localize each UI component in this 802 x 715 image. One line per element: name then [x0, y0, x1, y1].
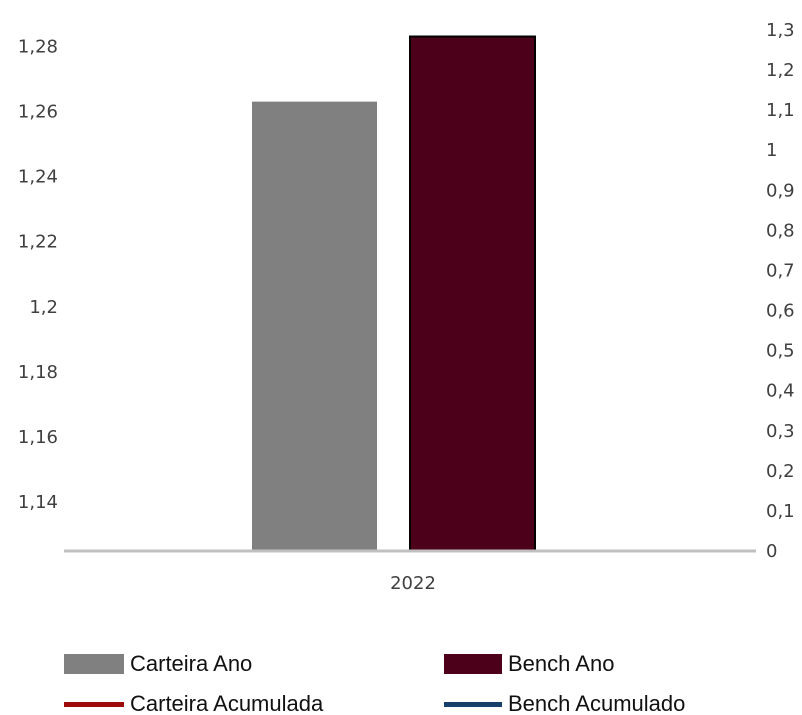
right-y-tick-label: 0,9 [766, 180, 795, 201]
right-y-tick-label: 0,7 [766, 260, 795, 281]
bars-group [252, 35, 536, 552]
left-y-tick-label: 1,16 [18, 427, 58, 448]
left-y-axis: 1,14 1,16 1,18 1,2 1,22 1,24 1,26 1,28 [18, 36, 58, 513]
right-y-tick-label: 1,1 [766, 100, 795, 121]
right-y-tick-label: 1,2 [766, 60, 795, 81]
left-y-tick-label: 1,26 [18, 101, 58, 122]
left-y-tick-label: 1,24 [18, 167, 58, 188]
bar-carteira-ano [252, 101, 377, 551]
right-y-axis: 0 0,1 0,2 0,3 0,4 0,5 0,6 0,7 0,8 0,9 1 1,1 1,2 1,3 [766, 20, 795, 562]
right-y-tick-label: 0,4 [766, 381, 795, 402]
right-y-tick-label: 0,5 [766, 341, 795, 362]
right-y-tick-label: 0,1 [766, 501, 795, 522]
right-y-tick-label: 0,2 [766, 461, 795, 482]
right-y-tick-label: 0,3 [766, 421, 795, 442]
right-y-tick-label: 0 [766, 541, 777, 562]
left-y-tick-label: 1,18 [18, 362, 58, 383]
right-y-tick-label: 1,3 [766, 20, 795, 41]
right-y-tick-label: 1 [766, 140, 777, 161]
right-y-tick-label: 0,6 [766, 301, 795, 322]
left-y-tick-label: 1,28 [18, 36, 58, 57]
bar-bench-ano [409, 35, 536, 552]
left-y-tick-label: 1,14 [18, 492, 58, 513]
left-y-tick-label: 1,2 [29, 297, 58, 318]
left-y-tick-label: 1,22 [18, 232, 58, 253]
x-tick-label: 2022 [390, 573, 436, 594]
right-y-tick-label: 0,8 [766, 220, 795, 241]
